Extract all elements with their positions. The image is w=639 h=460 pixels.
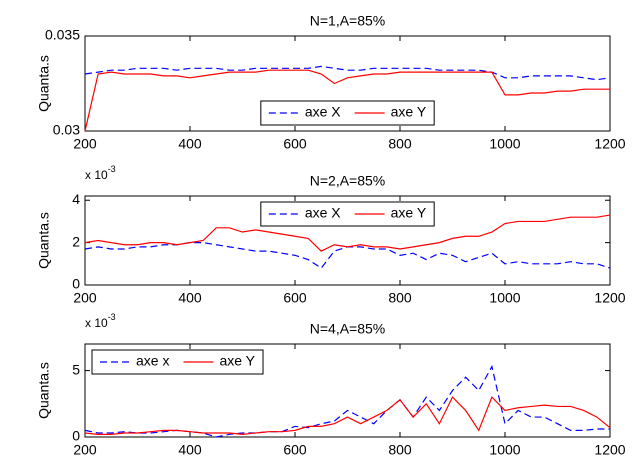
multiplier-base: x 10 — [85, 316, 108, 330]
subplot-title: N=4,A=85% — [310, 321, 386, 337]
legend-box — [91, 349, 264, 375]
y-tick-label: 5 — [72, 361, 80, 377]
x-tick-label: 400 — [178, 136, 202, 152]
x-tick-label: 1000 — [489, 442, 520, 458]
x-tick-label: 400 — [178, 442, 202, 458]
x-tick-label: 1200 — [594, 290, 625, 306]
y-axis-label: Quanta.s — [36, 362, 52, 419]
x-tick-label: 200 — [73, 290, 97, 306]
multiplier-exponent: -3 — [108, 312, 116, 322]
y-tick-label: 2 — [72, 233, 80, 249]
x-tick-label: 1000 — [489, 290, 520, 306]
x-tick-label: 1000 — [489, 136, 520, 152]
x-tick-label: 800 — [388, 136, 412, 152]
y-axis-label: Quanta.s — [36, 55, 52, 112]
legend-label: axe Y — [219, 353, 255, 369]
multiplier-base: x 10 — [85, 168, 108, 182]
subplot: N=1,A=85% Quanta.s 200 400 600 800 1000 1200 0.0… — [36, 13, 626, 152]
subplot: N=2,A=85% Quanta.s x 10-3 200 400 600 800 1000 1… — [36, 164, 626, 305]
legend: axe X axe Y — [260, 100, 435, 126]
legend-box — [260, 201, 435, 227]
legend-label: axe X — [305, 104, 341, 120]
subplot-title: N=1,A=85% — [310, 13, 386, 29]
y-multiplier: x 10-3 — [85, 164, 116, 182]
x-tick-label: 800 — [388, 442, 412, 458]
legend-box — [260, 100, 435, 126]
data-line — [84, 69, 610, 132]
legend-label: axe Y — [391, 205, 427, 221]
data-line — [84, 396, 611, 435]
y-multiplier: x 10-3 — [85, 312, 116, 330]
y-tick-label: 0 — [72, 276, 80, 292]
x-tick-label: 600 — [283, 136, 307, 152]
y-tick-label: 0 — [72, 428, 80, 444]
x-tick-label: 600 — [283, 442, 307, 458]
data-line — [84, 65, 611, 81]
x-tick-label: 200 — [73, 442, 97, 458]
subplot: N=4,A=85% Quanta.s x 10-3 200 400 600 800 1000 1… — [36, 312, 626, 457]
x-tick-label: 800 — [388, 290, 412, 306]
legend: axe x axe Y — [91, 349, 264, 375]
multiplier-exponent: -3 — [108, 164, 116, 174]
y-tick-label: 0.035 — [45, 27, 80, 43]
legend-label: axe Y — [391, 104, 427, 120]
x-tick-label: 1200 — [594, 136, 625, 152]
x-tick-label: 600 — [283, 290, 307, 306]
y-axis-label: Quanta.s — [36, 212, 52, 269]
subplot-title: N=2,A=85% — [310, 173, 386, 189]
y-tick-label: 0.03 — [53, 122, 80, 138]
x-tick-label: 400 — [178, 290, 202, 306]
legend-label: axe X — [305, 205, 341, 221]
x-tick-label: 200 — [73, 136, 97, 152]
data-line — [84, 214, 611, 252]
x-tick-label: 1200 — [594, 442, 625, 458]
legend-label: axe x — [136, 353, 169, 369]
legend: axe X axe Y — [260, 201, 435, 227]
y-tick-label: 4 — [72, 191, 80, 207]
